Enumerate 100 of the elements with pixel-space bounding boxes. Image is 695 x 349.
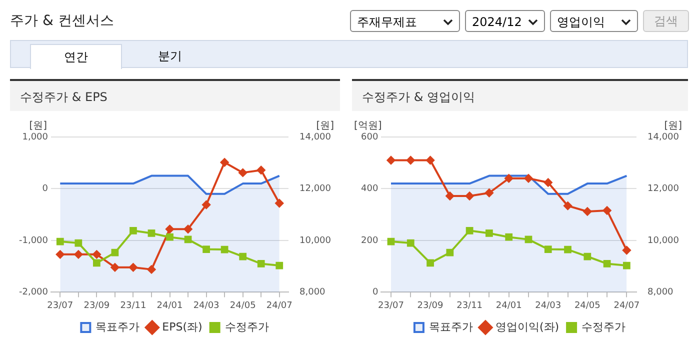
point bbox=[602, 206, 612, 215]
point bbox=[584, 252, 592, 260]
y-tick-label: 200 bbox=[360, 236, 378, 246]
point bbox=[387, 238, 395, 246]
point bbox=[130, 226, 137, 234]
x-tick-label: 23/11 bbox=[456, 300, 483, 311]
y-tick-label: -2,000 bbox=[18, 288, 48, 298]
text: 영업이익 bbox=[550, 10, 638, 32]
point bbox=[486, 230, 493, 237]
y-tick-label: -1,000 bbox=[18, 236, 48, 246]
x-tick-label: 24/07 bbox=[614, 300, 640, 311]
point bbox=[111, 248, 119, 256]
y2-tick-label: 10,000 bbox=[300, 236, 332, 246]
point bbox=[129, 263, 138, 272]
y-axis-title: [원] bbox=[29, 120, 48, 132]
y2-tick-label: 14,000 bbox=[648, 132, 680, 142]
point bbox=[74, 239, 82, 247]
point bbox=[524, 236, 532, 244]
point bbox=[564, 202, 572, 210]
x-tick-label: 23/07 bbox=[47, 300, 74, 311]
point bbox=[184, 224, 192, 234]
point bbox=[220, 158, 229, 167]
point bbox=[583, 207, 592, 216]
point bbox=[446, 248, 454, 256]
y2-axis-title: [원] bbox=[316, 120, 334, 132]
text: 주가 & 컨센서스 bbox=[10, 12, 114, 30]
y-tick-label: 400 bbox=[360, 184, 378, 194]
point bbox=[239, 252, 247, 260]
text: 연간 bbox=[30, 44, 122, 69]
legend-label: 영업이익(좌) bbox=[495, 320, 560, 334]
y-tick-label: 600 bbox=[360, 132, 378, 142]
y2-axis-title: [원] bbox=[664, 120, 682, 132]
point bbox=[406, 156, 415, 164]
point bbox=[564, 246, 572, 254]
point bbox=[603, 260, 611, 268]
point bbox=[544, 178, 552, 187]
point bbox=[622, 246, 631, 254]
x-tick-label: 24/01 bbox=[156, 300, 183, 311]
point bbox=[256, 166, 266, 174]
point bbox=[504, 174, 514, 183]
x-tick-label: 24/05 bbox=[574, 300, 600, 311]
point bbox=[406, 239, 414, 247]
x-tick-label: 24/05 bbox=[230, 300, 256, 311]
point bbox=[275, 199, 284, 208]
point bbox=[93, 259, 100, 267]
point bbox=[238, 168, 248, 177]
x-tick-label: 24/03 bbox=[193, 300, 220, 311]
point bbox=[184, 236, 192, 244]
point bbox=[74, 250, 83, 259]
text: 주재무제표 bbox=[350, 10, 460, 32]
point bbox=[623, 262, 630, 270]
legend-label: 수정주가 bbox=[582, 320, 626, 334]
legend-label: 수정주가 bbox=[224, 320, 269, 334]
point bbox=[202, 200, 210, 209]
y-axis-title: [억원] bbox=[354, 120, 382, 132]
point bbox=[386, 156, 396, 164]
x-tick-label: 24/07 bbox=[266, 300, 292, 311]
point bbox=[426, 259, 434, 267]
y2-tick-label: 14,000 bbox=[300, 132, 332, 142]
point bbox=[257, 260, 265, 268]
point bbox=[544, 246, 552, 253]
point bbox=[56, 238, 64, 246]
x-tick-label: 24/03 bbox=[535, 300, 562, 311]
x-tick-label: 23/11 bbox=[120, 300, 146, 311]
text: 2024/12 bbox=[465, 10, 545, 32]
point bbox=[446, 192, 454, 200]
point bbox=[148, 230, 156, 237]
point bbox=[485, 188, 494, 198]
point bbox=[505, 233, 513, 241]
text: 분기 bbox=[157, 48, 183, 65]
chart-title: 수정주가 & 영업이익 bbox=[352, 79, 688, 111]
legend-label: 목표주가 bbox=[96, 320, 140, 334]
x-tick-label: 24/01 bbox=[496, 300, 522, 311]
point bbox=[166, 233, 174, 241]
y2-tick-label: 12,000 bbox=[300, 184, 332, 194]
point bbox=[56, 250, 64, 259]
y-tick-label: 0 bbox=[42, 184, 48, 194]
y2-tick-label: 12,000 bbox=[648, 184, 680, 194]
legend-label: 목표주가 bbox=[428, 320, 473, 334]
point bbox=[220, 246, 228, 254]
point bbox=[276, 262, 284, 270]
point bbox=[147, 265, 156, 274]
point bbox=[465, 192, 474, 200]
y2-tick-label: 8,000 bbox=[300, 288, 326, 298]
x-tick-label: 23/09 bbox=[84, 300, 110, 311]
y-tick-label: 0 bbox=[372, 288, 378, 298]
legend-label: EPS(좌) bbox=[162, 320, 202, 334]
point bbox=[426, 156, 434, 164]
x-tick-label: 23/07 bbox=[378, 300, 404, 311]
point bbox=[524, 174, 533, 183]
x-tick-label: 23/09 bbox=[417, 300, 444, 311]
point bbox=[466, 226, 474, 234]
y-tick-label: 1,000 bbox=[22, 132, 48, 142]
y2-tick-label: 8,000 bbox=[648, 288, 674, 298]
y2-tick-label: 10,000 bbox=[648, 236, 680, 246]
chart-title: 수정주가 & EPS bbox=[10, 79, 340, 111]
point bbox=[166, 224, 174, 234]
point bbox=[92, 250, 101, 259]
text: 검색 bbox=[643, 10, 689, 32]
point bbox=[110, 263, 120, 272]
